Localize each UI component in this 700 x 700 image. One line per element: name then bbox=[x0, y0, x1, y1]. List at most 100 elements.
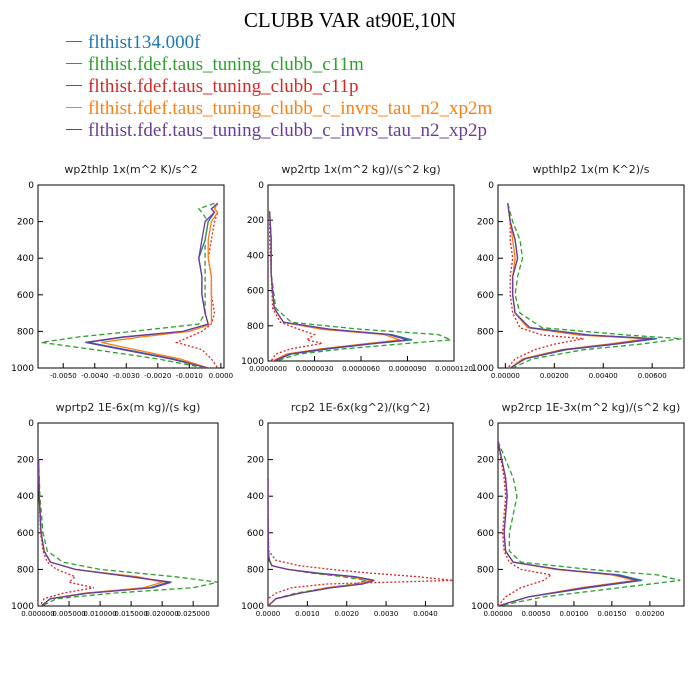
plot-frame bbox=[497, 184, 685, 369]
series-line bbox=[268, 477, 375, 606]
y-tick-label: 0 bbox=[488, 181, 494, 191]
x-tick-label: 0.00000 bbox=[484, 610, 513, 618]
x-tick-label: 0.0000120 bbox=[435, 365, 473, 373]
y-tick-label: 600 bbox=[247, 287, 264, 297]
y-tick-label: 1000 bbox=[241, 357, 264, 367]
x-tick-label: 0.00100 bbox=[559, 610, 588, 618]
x-tick-label: 0.0000 bbox=[256, 610, 281, 618]
series-line bbox=[498, 441, 635, 606]
y-tick-label: 0 bbox=[258, 419, 264, 429]
legend-label: flthist134.000f bbox=[88, 32, 201, 53]
chart-panel: wprtp2 1E-6x(m kg)/(s kg) 0 200 400 600 800 10… bbox=[11, 401, 219, 618]
legend-label: flthist.fdef.taus_tuning_clubb_c11p bbox=[88, 76, 359, 97]
chart-panel: rcp2 1E-6x(kg^2)/(kg^2) 0 200 400 600 800 1000… bbox=[241, 401, 454, 618]
series-line bbox=[85, 202, 219, 368]
legend-swatch bbox=[66, 40, 82, 43]
series-line bbox=[268, 477, 367, 606]
chart-panel: wp2rcp 1E-3x(m^2 kg)/(s^2 kg) 0 200 400 600 8… bbox=[471, 401, 685, 618]
legend-swatch bbox=[66, 62, 82, 65]
series-line bbox=[268, 477, 375, 606]
y-tick-label: 1000 bbox=[241, 602, 264, 612]
series-line bbox=[268, 211, 413, 361]
y-tick-label: 1000 bbox=[11, 364, 34, 374]
legend-swatch bbox=[66, 106, 82, 109]
series-line bbox=[268, 477, 371, 606]
y-tick-label: 1000 bbox=[471, 364, 494, 374]
x-tick-label: 0.000000 bbox=[21, 610, 54, 618]
y-tick-label: 600 bbox=[17, 291, 34, 301]
x-tick-label: 0.0020 bbox=[334, 610, 359, 618]
series-line bbox=[38, 459, 95, 606]
series-line bbox=[268, 211, 401, 361]
series-line bbox=[507, 203, 653, 368]
y-tick-label: 600 bbox=[247, 529, 264, 539]
x-tick-label: 0.00600 bbox=[638, 372, 667, 380]
x-tick-label: 0.0030 bbox=[374, 610, 399, 618]
chart-panel: wp2thlp 1x(m^2 K)/s^2 0 200 400 600 800 1000 -0… bbox=[11, 163, 233, 380]
y-tick-label: 600 bbox=[17, 529, 34, 539]
y-tick-label: 800 bbox=[247, 322, 264, 332]
chart-title: wp2rcp 1E-3x(m^2 kg)/(s^2 kg) bbox=[502, 401, 681, 414]
x-tick-label: 0.0000090 bbox=[389, 365, 427, 373]
legend-item: flthist.fdef.taus_tuning_clubb_c_invrs_t… bbox=[66, 98, 492, 120]
y-tick-label: 0 bbox=[488, 419, 494, 429]
series-line bbox=[498, 441, 639, 606]
x-tick-label: 0.005000 bbox=[52, 610, 85, 618]
y-tick-label: 800 bbox=[477, 565, 494, 575]
x-tick-label: 0.00150 bbox=[597, 610, 626, 618]
series-line bbox=[38, 459, 169, 606]
x-tick-label: 0.00050 bbox=[521, 610, 550, 618]
legend: flthist134.000f flthist.fdef.taus_tuning… bbox=[66, 32, 492, 142]
y-tick-label: 200 bbox=[247, 216, 264, 226]
x-tick-label: 0.0000000 bbox=[249, 365, 287, 373]
y-tick-label: 800 bbox=[17, 565, 34, 575]
y-tick-label: 400 bbox=[17, 254, 34, 264]
y-tick-label: 1000 bbox=[471, 602, 494, 612]
x-tick-label: -0.0050 bbox=[50, 372, 77, 380]
chart-title: wprtp2 1E-6x(m kg)/(s kg) bbox=[56, 401, 201, 414]
y-tick-label: 600 bbox=[477, 529, 494, 539]
legend-label: flthist.fdef.taus_tuning_clubb_c11m bbox=[88, 54, 364, 75]
chart-title: wpthlp2 1x(m K^2)/s bbox=[533, 163, 650, 176]
x-tick-label: 0.010000 bbox=[83, 610, 116, 618]
y-tick-label: 0 bbox=[28, 419, 34, 429]
series-line bbox=[268, 211, 323, 361]
plot-frame bbox=[37, 184, 225, 369]
y-tick-label: 200 bbox=[17, 456, 34, 466]
y-tick-label: 400 bbox=[17, 492, 34, 502]
x-tick-label: 0.00200 bbox=[635, 610, 664, 618]
chart-panel: wp2rtp 1x(m^2 kg)/(s^2 kg) 0 200 400 600 800 1… bbox=[241, 163, 473, 373]
y-tick-label: 800 bbox=[247, 565, 264, 575]
series-line bbox=[268, 477, 453, 606]
series-line bbox=[507, 203, 658, 368]
legend-swatch bbox=[66, 84, 82, 87]
y-tick-label: 600 bbox=[477, 291, 494, 301]
y-tick-label: 0 bbox=[258, 181, 264, 191]
y-tick-label: 1000 bbox=[11, 602, 34, 612]
x-tick-label: -0.0040 bbox=[81, 372, 108, 380]
x-tick-label: 0.025000 bbox=[176, 610, 209, 618]
x-tick-label: 0.0000030 bbox=[296, 365, 334, 373]
series-line bbox=[38, 459, 218, 606]
x-tick-label: 0.015000 bbox=[114, 610, 147, 618]
legend-item: flthist.fdef.taus_tuning_clubb_c11m bbox=[66, 54, 492, 76]
series-line bbox=[498, 441, 681, 606]
plot-frame bbox=[497, 422, 685, 607]
x-tick-label: 0.00200 bbox=[540, 372, 569, 380]
chart-title: wp2rtp 1x(m^2 kg)/(s^2 kg) bbox=[281, 163, 440, 176]
legend-label: flthist.fdef.taus_tuning_clubb_c_invrs_t… bbox=[88, 98, 493, 119]
y-tick-label: 400 bbox=[247, 251, 264, 261]
series-line bbox=[268, 211, 452, 361]
y-tick-label: 400 bbox=[477, 492, 494, 502]
y-tick-label: 400 bbox=[247, 492, 264, 502]
series-line bbox=[174, 202, 219, 368]
x-tick-label: 0.0000060 bbox=[342, 365, 380, 373]
page-title: CLUBB VAR at90E,10N bbox=[243, 8, 457, 32]
series-line bbox=[38, 459, 172, 606]
x-tick-label: 0.020000 bbox=[145, 610, 178, 618]
x-tick-label: -0.0030 bbox=[113, 372, 140, 380]
y-tick-label: 800 bbox=[477, 327, 494, 337]
y-tick-label: 200 bbox=[477, 456, 494, 466]
series-line bbox=[507, 203, 584, 368]
